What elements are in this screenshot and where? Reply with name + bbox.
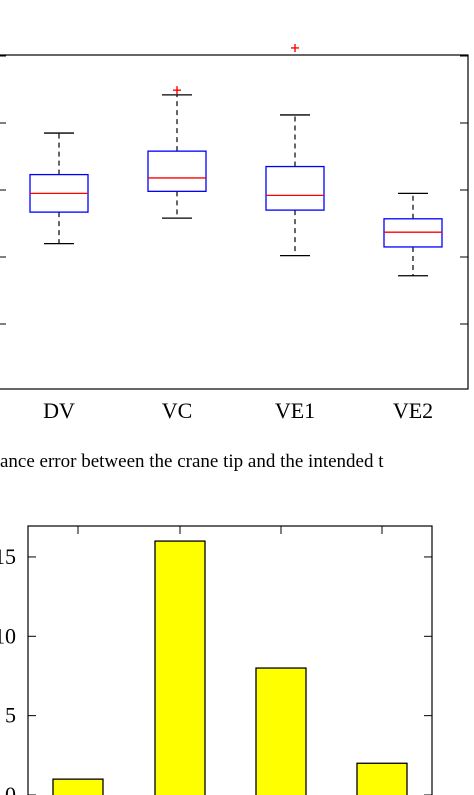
x-tick-label: VC xyxy=(162,398,193,423)
outlier-marker xyxy=(291,43,299,52)
bar-chart-y-ticks: 15 10 5 0 xyxy=(0,544,432,795)
x-tick-label: DV xyxy=(43,398,75,423)
x-tick-label: VE1 xyxy=(275,398,315,423)
bar xyxy=(52,778,104,795)
outlier-marker xyxy=(173,86,181,95)
box xyxy=(383,218,443,248)
y-tick-label: 5 xyxy=(5,703,16,728)
bar xyxy=(356,762,408,795)
box-plot-boxes xyxy=(29,43,443,277)
bar-chart-bars xyxy=(52,526,408,795)
box-plot-frame xyxy=(0,54,469,390)
bar xyxy=(255,667,307,795)
bar-chart-frame xyxy=(27,525,433,795)
figure-caption: ance error between the crane tip and the… xyxy=(0,451,384,472)
y-tick-label: 0 xyxy=(5,782,16,795)
box xyxy=(147,150,207,192)
box-plot-y-ticks xyxy=(0,55,468,325)
bar xyxy=(154,540,206,795)
y-tick-label: 10 xyxy=(0,623,16,648)
y-tick-label: 15 xyxy=(0,544,16,569)
box xyxy=(265,165,325,211)
bar-chart: 15 10 5 0 xyxy=(0,525,433,795)
x-tick-label: VE2 xyxy=(393,398,433,423)
box-plot-x-labels: DV VC VE1 VE2 xyxy=(43,398,433,423)
